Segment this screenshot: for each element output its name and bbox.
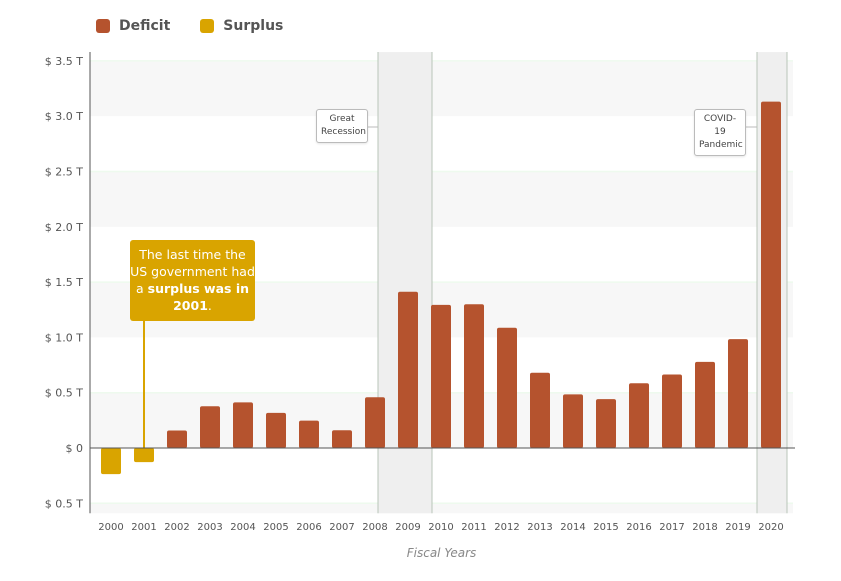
bar-2011 [464,304,484,448]
y-tick-label: $ 2.0 T [45,221,83,234]
y-tick-label: $ 3.0 T [45,110,83,123]
grid-band [90,171,793,227]
event-label-line: COVID-19 [703,114,737,137]
y-tick-label: $ 1.5 T [45,276,83,289]
event-label-line: Pandemic [699,140,743,150]
y-tick-label: $ 0.5 T [45,387,83,400]
y-tick-label: $ 0.5 T [45,497,83,510]
x-tick-label: 2006 [296,522,321,533]
y-tick-label: $ 0 [66,442,84,455]
x-tick-label: 2012 [494,522,519,533]
bar-2013 [530,372,550,448]
x-tick-label: 2005 [263,522,288,533]
event-label-line: Great [329,114,355,124]
bar-2009 [398,291,418,448]
bar-2020 [761,101,781,448]
y-tick-label: $ 3.5 T [45,55,83,68]
bar-2006 [299,420,319,448]
bar-2002 [167,430,187,448]
x-tick-label: 2017 [659,522,684,533]
x-tick-label: 2018 [692,522,717,533]
annotation-text: The last time the US government had a [130,247,255,296]
surplus-annotation: The last time the US government had a su… [130,240,255,321]
bar-2003 [200,406,220,448]
annotation-bold-text: surplus was in 2001 [147,281,250,313]
event-label-covid: COVID-19 Pandemic [694,109,746,156]
x-tick-label: 2020 [758,522,783,533]
bar-2016 [629,383,649,448]
deficit-swatch [96,19,110,33]
legend-item-surplus[interactable]: Surplus [200,18,283,34]
bar-2015 [596,399,616,448]
x-tick-label: 2011 [461,522,486,533]
x-tick-label: 2002 [164,522,189,533]
bar-2004 [233,402,253,448]
x-tick-label: 2009 [395,522,420,533]
legend-label-deficit: Deficit [119,18,171,34]
x-tick-label: 2015 [593,522,618,533]
legend-item-deficit[interactable]: Deficit [96,18,170,34]
annotation-text-end: . [207,298,212,313]
x-tick-label: 2007 [329,522,354,533]
bar-2017 [662,374,682,448]
event-label-great-recession: Great Recession [316,109,368,143]
x-tick-label: 2008 [362,522,387,533]
grid-band [90,60,793,117]
bar-2005 [266,412,286,448]
legend-label-surplus: Surplus [223,18,284,34]
x-tick-label: 2000 [98,522,123,533]
x-tick-label: 2014 [560,522,585,533]
bar-2014 [563,394,583,448]
bar-2010 [431,304,451,448]
y-tick-label: $ 1.0 T [45,331,83,344]
x-tick-label: 2001 [131,522,156,533]
event-label-line: Recession [321,127,366,137]
x-axis-title: Fiscal Years [406,546,477,560]
bar-2008 [365,397,385,448]
bar-2000 [101,448,121,475]
x-tick-label: 2003 [197,522,222,533]
x-tick-label: 2010 [428,522,453,533]
bar-2007 [332,430,352,448]
bar-2012 [497,327,517,448]
bar-2018 [695,361,715,448]
x-tick-label: 2004 [230,522,255,533]
grid-band [90,503,793,514]
legend: Deficit Surplus [96,18,283,34]
y-tick-label: $ 2.5 T [45,166,83,179]
bar-2019 [728,339,748,448]
x-tick-label: 2013 [527,522,552,533]
x-tick-label: 2016 [626,522,651,533]
x-tick-label: 2019 [725,522,750,533]
surplus-swatch [200,19,215,33]
